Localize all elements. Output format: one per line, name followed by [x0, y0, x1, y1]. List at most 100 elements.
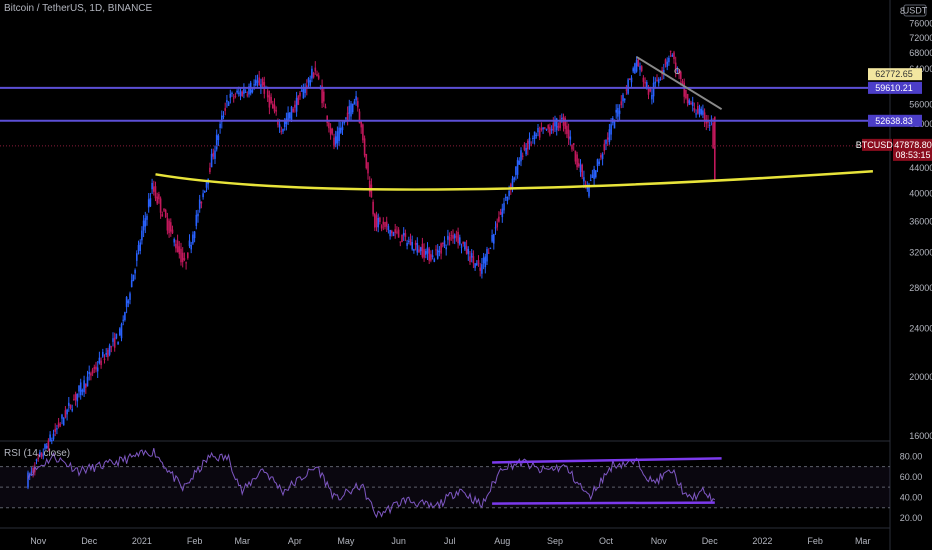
candle-body [239, 91, 242, 96]
last-price-tag: 47878.80 [894, 140, 932, 150]
candle-body [336, 131, 339, 144]
candle-down [69, 404, 72, 410]
candle-up [506, 196, 509, 205]
candle-body [538, 130, 541, 138]
candle-body [231, 92, 233, 94]
candle-down [396, 226, 398, 235]
candle-body [372, 201, 374, 215]
candle-body [350, 103, 352, 117]
candle-body [617, 107, 619, 117]
candle-up [136, 250, 138, 267]
candle-up [486, 246, 488, 265]
candle-up [102, 348, 104, 358]
candle-body [676, 69, 679, 71]
candle-body [613, 119, 616, 129]
candle-body [465, 246, 468, 254]
candle-body [469, 256, 471, 263]
candle-up [700, 106, 702, 116]
candle-body [270, 96, 272, 104]
candle-up [350, 100, 352, 122]
candle-up [231, 91, 233, 97]
candle-up [545, 128, 548, 131]
candle-down [656, 74, 658, 82]
candle-up [124, 311, 126, 322]
candle-body [632, 68, 634, 72]
candle-body [45, 445, 48, 449]
candle-up [353, 98, 356, 105]
candle-up [76, 393, 79, 408]
candle-up [481, 257, 483, 279]
candle-body [346, 112, 349, 121]
candle-down [574, 150, 577, 165]
candle-down [333, 133, 335, 150]
candle-body [365, 153, 368, 169]
candle-up [622, 92, 624, 108]
candle-up [51, 437, 53, 445]
candle-body [204, 190, 206, 193]
candle-up [413, 248, 415, 254]
candle-up [35, 458, 38, 465]
candle-down [673, 50, 675, 64]
candle-down [450, 230, 453, 241]
candle-up [515, 166, 517, 181]
candle-up [494, 221, 497, 235]
candle-body [649, 86, 651, 92]
candle-down [472, 250, 475, 269]
candle-down [664, 58, 667, 68]
candle-down [103, 354, 106, 364]
symbol-title: Bitcoin / TetherUS, 1D, BINANCE [4, 3, 153, 14]
candle-body [678, 69, 680, 75]
candle-up [56, 424, 58, 435]
candle-body [418, 249, 420, 253]
candle-up [340, 121, 342, 134]
candle-up [542, 127, 544, 134]
candle-up [601, 152, 604, 166]
candle-body [100, 360, 102, 366]
price-tick-label: 76000.00 [909, 19, 932, 29]
candle-body [680, 71, 682, 79]
candle-body [227, 102, 230, 106]
candle-down [571, 144, 573, 152]
candle-down [268, 90, 271, 115]
candle-up [639, 62, 641, 76]
candle-body [280, 130, 283, 132]
candle-body [93, 366, 96, 369]
candle-down [428, 246, 430, 264]
candle-body [513, 177, 515, 180]
candle-body [234, 95, 237, 97]
candle-body [384, 221, 386, 228]
candle-body [425, 251, 427, 255]
candle-up [443, 236, 446, 249]
candle-body [435, 249, 437, 251]
candle-body [583, 177, 585, 182]
candle-body [132, 274, 135, 282]
candle-body [459, 237, 461, 245]
candle-body [464, 242, 466, 250]
candle-body [470, 253, 473, 258]
candle-body [423, 249, 425, 258]
candle-body [707, 121, 709, 123]
candle-down [544, 127, 546, 130]
axes: 76000.0072000.0068000.0064000.0056000.00… [30, 4, 932, 546]
candle-body [591, 174, 594, 178]
candle-up [351, 103, 354, 115]
candle-body [472, 256, 475, 264]
candle-down [397, 227, 400, 238]
candle-body [130, 280, 133, 287]
candle-down [312, 71, 315, 79]
candle-up [290, 105, 293, 123]
candle-body [90, 373, 92, 376]
candle-down [566, 121, 568, 139]
candle-body [317, 75, 320, 79]
candle-body [523, 144, 526, 150]
candle-down [346, 106, 349, 126]
candle-down [367, 162, 369, 180]
candle-up [81, 388, 84, 396]
price-tick-label: 20000.00 [909, 372, 932, 382]
candle-body [343, 120, 345, 124]
time-tick-label: Nov [30, 536, 47, 546]
candle-body [282, 128, 284, 132]
candle-body [431, 255, 434, 258]
candle-up [408, 236, 410, 245]
